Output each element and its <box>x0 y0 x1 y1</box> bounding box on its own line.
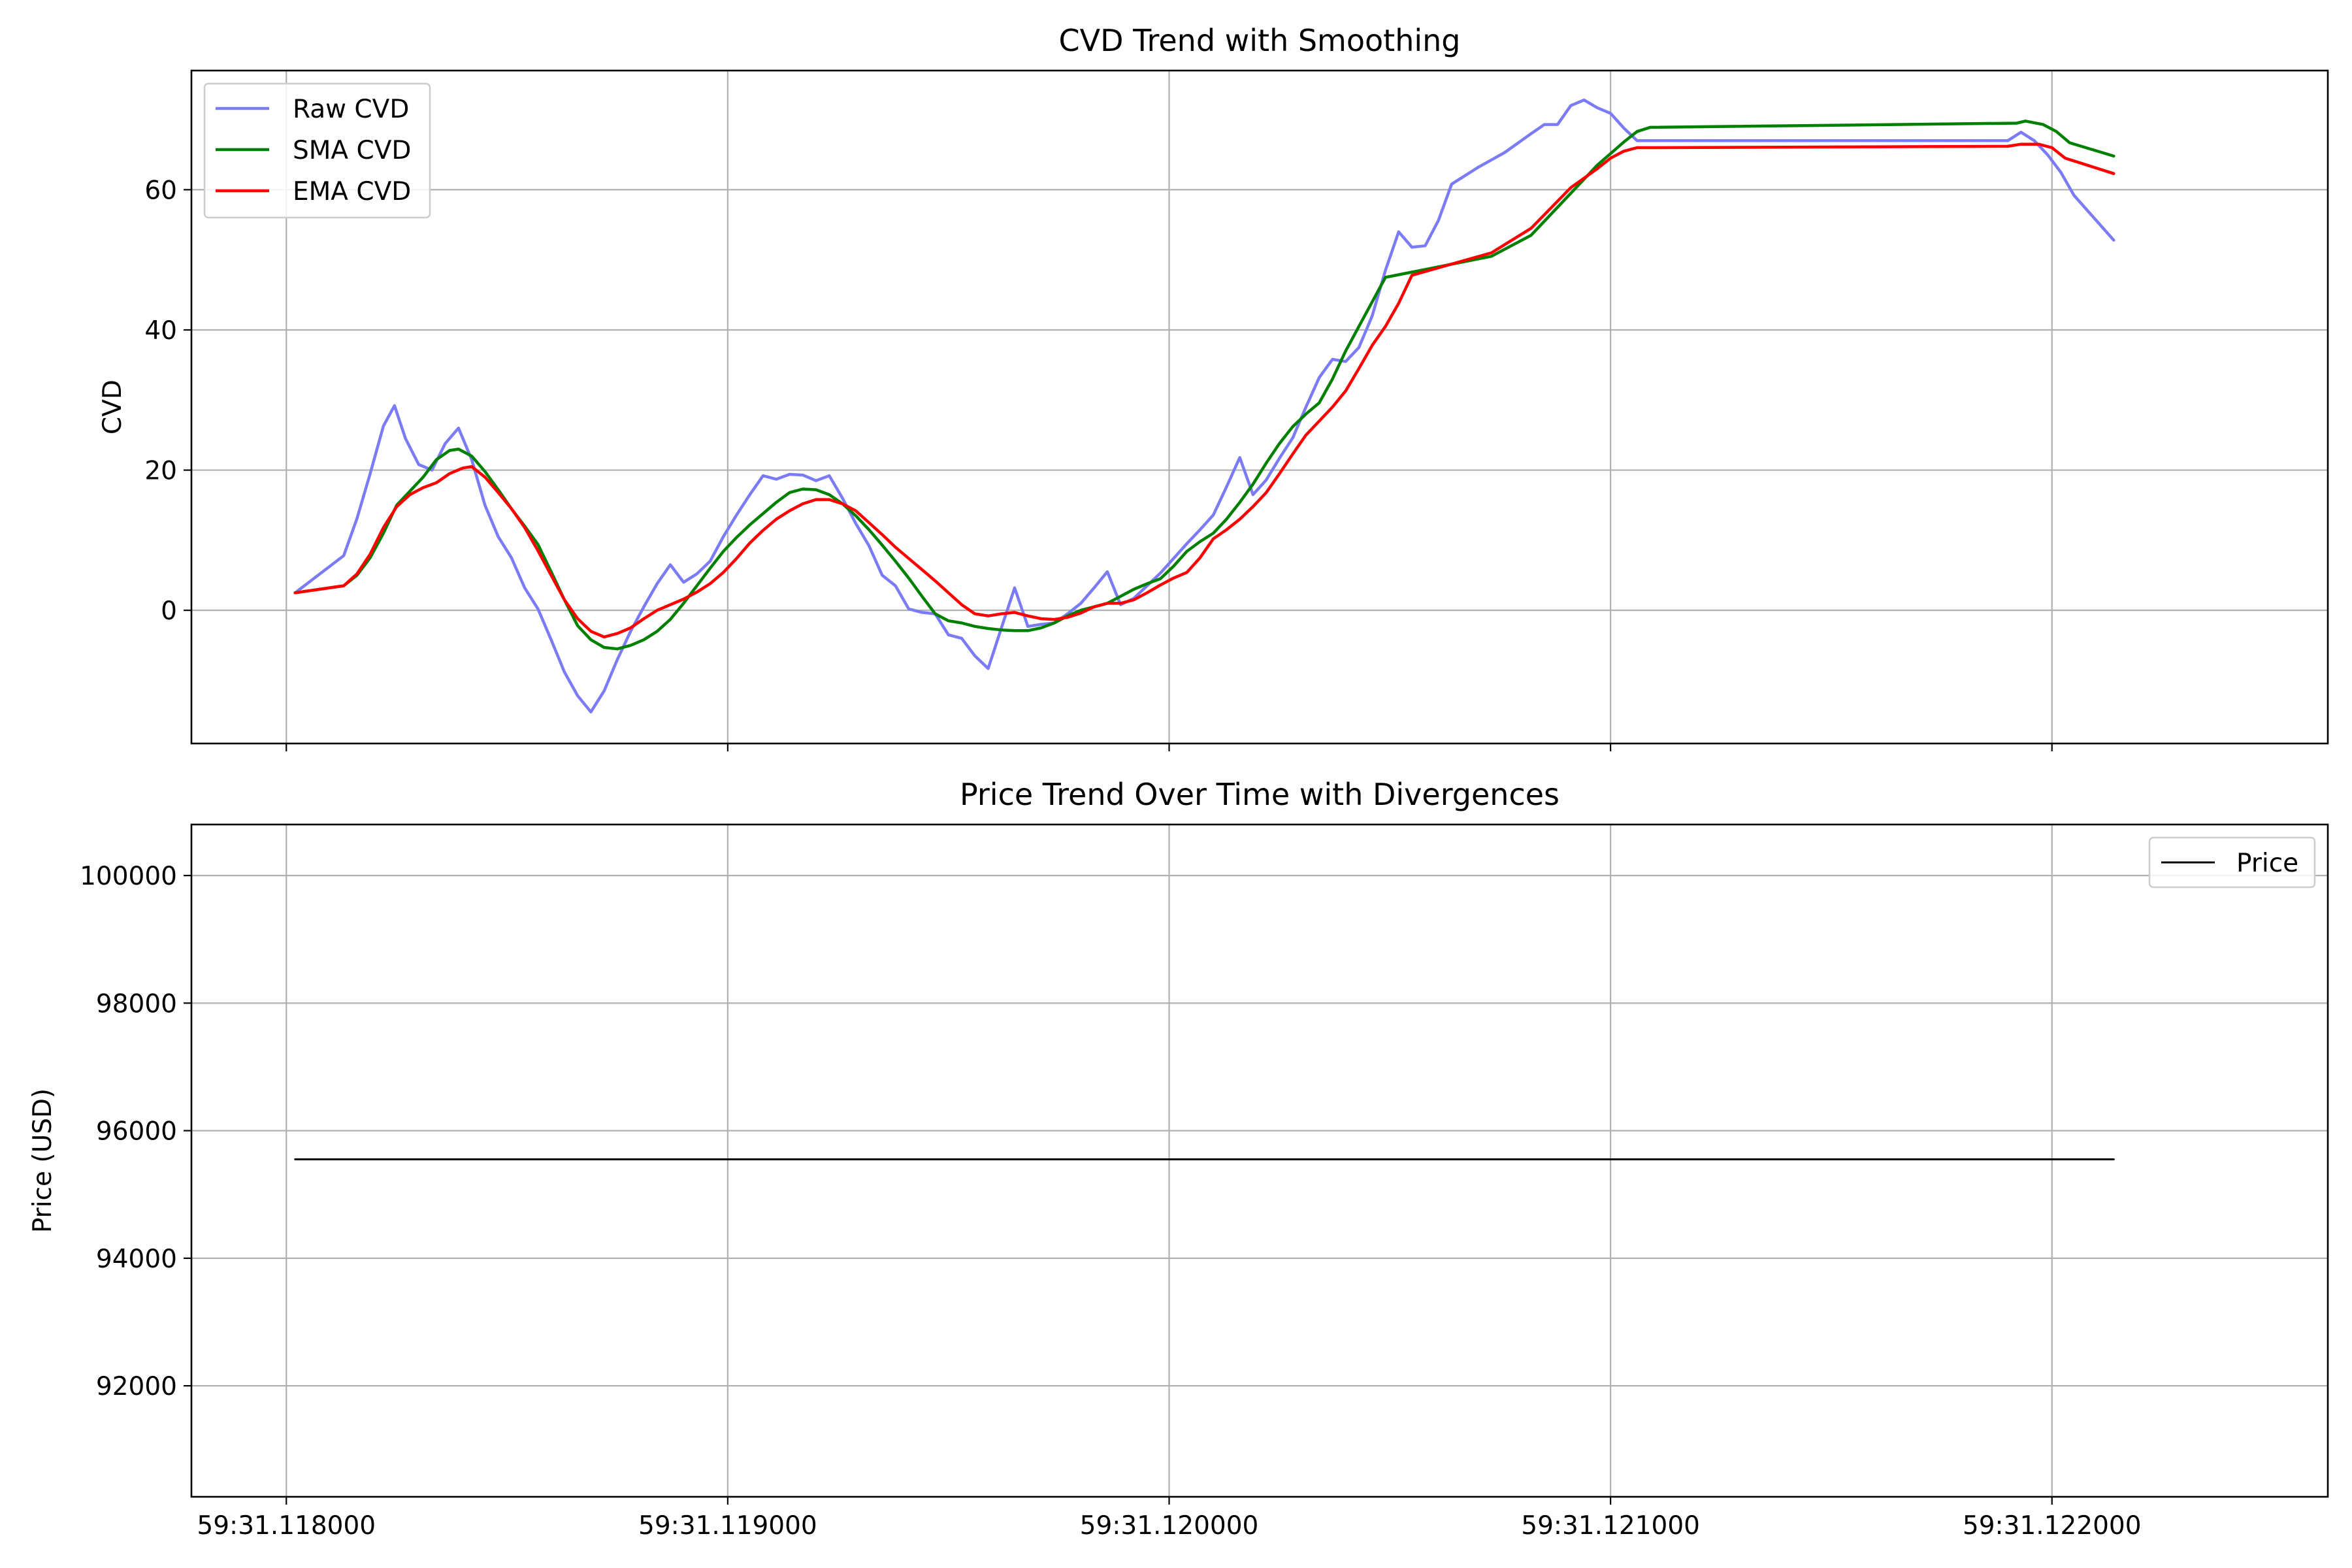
series-line-raw-cvd <box>293 98 2115 713</box>
cvd-y-tick-label: 40 <box>144 316 177 346</box>
price-chart-title: Price Trend Over Time with Divergences <box>960 777 1560 812</box>
price-y-axis-label: Price (USD) <box>28 1088 57 1233</box>
cvd-legend: Raw CVD SMA CVD EMA CVD <box>203 82 431 219</box>
cvd-y-tick-label: 60 <box>144 176 177 205</box>
price-x-tick-label: 59:31.119000 <box>638 1511 817 1541</box>
price-x-tick-label: 59:31.120000 <box>1080 1511 1259 1541</box>
series-line-sma-cvd <box>293 120 2115 651</box>
price-grid <box>191 825 2328 1497</box>
price-y-tick-label: 94000 <box>96 1245 177 1274</box>
cvd-y-axis-label: CVD <box>98 380 127 434</box>
cvd-y-tick-label: 20 <box>144 457 177 486</box>
price-panel: 59:31.118000 59:31.119000 59:31.120000 59:3… <box>28 777 2329 1541</box>
cvd-y-tick-label: 0 <box>161 596 177 626</box>
cvd-panel: 0 20 40 60 CVD Trend with Smoothing CVD Raw… <box>98 23 2329 751</box>
price-x-tick-label: 59:31.122000 <box>1963 1511 2142 1541</box>
cvd-axes-frame <box>190 69 2329 745</box>
price-y-tick-label: 92000 <box>96 1372 177 1401</box>
legend-label-sma-cvd: SMA CVD <box>293 136 411 165</box>
cvd-legend-box <box>203 82 431 219</box>
legend-label-ema-cvd: EMA CVD <box>293 177 411 206</box>
price-legend: Price <box>2148 836 2316 889</box>
cvd-chart-title: CVD Trend with Smoothing <box>1059 23 1461 58</box>
price-axes-frame <box>190 823 2329 1498</box>
legend-label-raw-cvd: Raw CVD <box>293 95 409 124</box>
series-line-ema-cvd <box>293 142 2115 639</box>
price-y-tick-label: 96000 <box>96 1117 177 1147</box>
legend-label-price: Price <box>2236 849 2298 878</box>
price-legend-box <box>2148 836 2316 889</box>
cvd-ticks: 0 20 40 60 <box>144 176 2053 751</box>
price-ticks: 59:31.118000 59:31.119000 59:31.120000 59:3… <box>80 862 2141 1541</box>
price-y-tick-label: 100000 <box>80 862 177 891</box>
cvd-series <box>293 98 2115 713</box>
price-x-tick-label: 59:31.118000 <box>197 1511 376 1541</box>
cvd-grid <box>191 71 2328 743</box>
price-x-tick-label: 59:31.121000 <box>1521 1511 1700 1541</box>
price-y-tick-label: 98000 <box>96 989 177 1019</box>
